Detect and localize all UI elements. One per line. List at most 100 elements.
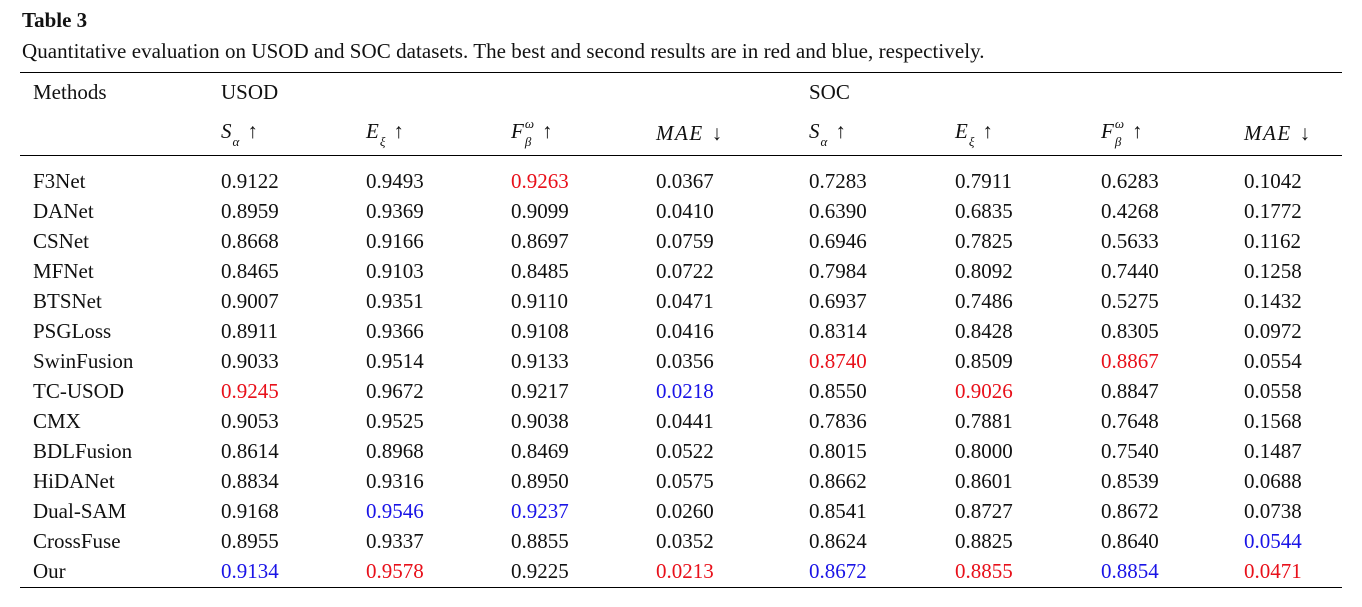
- metric-superscript: [969, 118, 975, 130]
- metric-symbol: E: [955, 118, 968, 143]
- value-cell: 0.8968: [366, 438, 424, 463]
- value-cell: 0.8614: [221, 438, 279, 463]
- value-cell: 0.1162: [1244, 228, 1301, 253]
- value-cell: 0.9110: [511, 288, 568, 313]
- value-cell: 0.8000: [955, 438, 1013, 463]
- value-cell: 0.0722: [656, 258, 714, 283]
- value-cell: 0.9316: [366, 468, 424, 493]
- metric-subscript: α: [820, 134, 828, 149]
- metric-superscript: [233, 118, 240, 130]
- value-cell: 0.7836: [809, 408, 867, 433]
- value-cell: 0.0367: [656, 168, 714, 193]
- metric-symbol: S: [221, 118, 232, 143]
- method-name: CMX: [33, 408, 81, 433]
- table-row: Our 0.9134 0.9578 0.9225 0.0213 0.8672 0.8855 0…: [20, 556, 1342, 588]
- value-cell: 0.8640: [1101, 528, 1159, 553]
- value-cell: 0.8469: [511, 438, 569, 463]
- value-cell: 0.0471: [656, 288, 714, 313]
- value-cell: 0.0558: [1244, 378, 1302, 403]
- value-cell: 0.1487: [1244, 438, 1302, 463]
- value-cell: 0.1568: [1244, 408, 1302, 433]
- method-name: CSNet: [33, 228, 90, 253]
- value-cell: 0.9337: [366, 528, 424, 553]
- arrow-up-icon: ↑: [393, 118, 404, 143]
- table-row: CSNet 0.8668 0.9166 0.8697 0.0759 0.6946 0.782…: [20, 226, 1342, 256]
- metric-subscript: β: [1114, 134, 1122, 149]
- method-name: Dual-SAM: [33, 498, 127, 523]
- value-cell: 0.9672: [366, 378, 424, 403]
- metric-superscript: ω: [1114, 116, 1125, 131]
- table-row: TC-USOD 0.9245 0.9672 0.9217 0.0218 0.8550 0.9…: [20, 376, 1342, 406]
- value-cell: 0.8305: [1101, 318, 1159, 343]
- table-row: PSGLoss 0.8911 0.9366 0.9108 0.0416 0.8314 0.8…: [20, 316, 1342, 346]
- value-cell: 0.9168: [221, 498, 279, 523]
- value-cell: 0.8314: [809, 318, 867, 343]
- value-cell: 0.8727: [955, 498, 1013, 523]
- arrow-up-icon: ↑: [1132, 118, 1143, 143]
- metric-symbol: MAE: [1244, 120, 1292, 145]
- value-cell: 0.7440: [1101, 258, 1159, 283]
- value-cell: 0.8697: [511, 228, 569, 253]
- value-cell: 0.9103: [366, 258, 424, 283]
- method-name: BDLFusion: [33, 438, 133, 463]
- metric-superscript: ω: [524, 116, 535, 131]
- header-spacer: [20, 156, 1342, 167]
- value-cell: 0.7825: [955, 228, 1013, 253]
- table-row: CMX 0.9053 0.9525 0.9038 0.0441 0.7836 0.7881 0…: [20, 406, 1342, 436]
- value-cell: 0.9369: [366, 198, 424, 223]
- value-cell: 0.9099: [511, 198, 569, 223]
- value-cell: 0.0352: [656, 528, 714, 553]
- header-row-groups: Methods USOD SOC: [20, 73, 1342, 112]
- metric-superscript: [821, 118, 828, 130]
- value-cell: 0.8834: [221, 468, 279, 493]
- value-cell: 0.8539: [1101, 468, 1159, 493]
- method-name: BTSNet: [33, 288, 102, 313]
- value-cell: 0.0471: [1244, 559, 1302, 583]
- value-cell: 0.0972: [1244, 318, 1302, 343]
- value-cell: 0.9038: [511, 408, 569, 433]
- empty-header-cell: [20, 111, 221, 156]
- value-cell: 0.8624: [809, 528, 867, 553]
- value-cell: 0.8855: [511, 528, 569, 553]
- value-cell: 0.9133: [511, 348, 569, 373]
- value-cell: 0.8854: [1101, 559, 1159, 583]
- value-cell: 0.7881: [955, 408, 1013, 433]
- value-cell: 0.0441: [656, 408, 714, 433]
- arrow-up-icon: ↑: [982, 118, 993, 143]
- value-cell: 0.8541: [809, 498, 867, 523]
- value-cell: 0.8465: [221, 258, 279, 283]
- value-cell: 0.8825: [955, 528, 1013, 553]
- value-cell: 0.8550: [809, 378, 867, 403]
- value-cell: 0.8959: [221, 198, 279, 223]
- value-cell: 0.6946: [809, 228, 867, 253]
- arrow-down-icon: ↓: [1299, 120, 1311, 145]
- metric-subscript: α: [232, 134, 240, 149]
- table-row: F3Net 0.9122 0.9493 0.9263 0.0367 0.7283 0.791…: [20, 166, 1342, 196]
- table-row: DANet 0.8959 0.9369 0.9099 0.0410 0.6390 0.683…: [20, 196, 1342, 226]
- value-cell: 0.7911: [955, 168, 1012, 193]
- table-row: BTSNet 0.9007 0.9351 0.9110 0.0471 0.6937 0.74…: [20, 286, 1342, 316]
- metric-symbol: F: [1101, 118, 1114, 143]
- value-cell: 0.0356: [656, 348, 714, 373]
- group-header-soc: SOC: [809, 79, 850, 104]
- value-cell: 0.7283: [809, 168, 867, 193]
- table-title: Table 3: [22, 8, 88, 32]
- value-cell: 0.0522: [656, 438, 714, 463]
- value-cell: 0.0575: [656, 468, 714, 493]
- value-cell: 0.6390: [809, 198, 867, 223]
- metric-header-usod-mae: MAE ↓: [656, 111, 809, 156]
- metric-subscript: β: [524, 134, 532, 149]
- value-cell: 0.9493: [366, 168, 424, 193]
- value-cell: 0.4268: [1101, 198, 1159, 223]
- table-row: CrossFuse 0.8955 0.9337 0.8855 0.0352 0.8624 0…: [20, 526, 1342, 556]
- table-row: MFNet 0.8465 0.9103 0.8485 0.0722 0.7984 0.809…: [20, 256, 1342, 286]
- value-cell: 0.0759: [656, 228, 714, 253]
- value-cell: 0.5633: [1101, 228, 1159, 253]
- value-cell: 0.9366: [366, 318, 424, 343]
- value-cell: 0.9514: [366, 348, 424, 373]
- value-cell: 0.5275: [1101, 288, 1159, 313]
